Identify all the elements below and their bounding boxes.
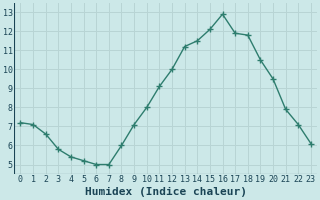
X-axis label: Humidex (Indice chaleur): Humidex (Indice chaleur) <box>85 187 247 197</box>
